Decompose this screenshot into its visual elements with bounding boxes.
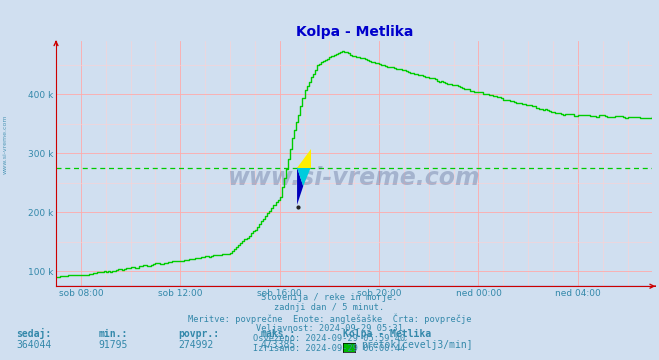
- Text: sedaj:: sedaj:: [16, 328, 51, 339]
- Text: min.:: min.:: [99, 329, 129, 339]
- Polygon shape: [297, 168, 303, 205]
- Text: www.si-vreme.com: www.si-vreme.com: [228, 166, 480, 190]
- Text: www.si-vreme.com: www.si-vreme.com: [3, 114, 8, 174]
- Text: zadnji dan / 5 minut.: zadnji dan / 5 minut.: [274, 303, 385, 312]
- Text: 274992: 274992: [178, 340, 213, 350]
- Text: maks.:: maks.:: [260, 329, 295, 339]
- Text: povpr.:: povpr.:: [178, 329, 219, 339]
- Text: Izrisano: 2024-09-29 06:00:44: Izrisano: 2024-09-29 06:00:44: [253, 344, 406, 353]
- Polygon shape: [297, 149, 311, 168]
- Text: Veljavnost: 2024-09-29 05:31: Veljavnost: 2024-09-29 05:31: [256, 324, 403, 333]
- Polygon shape: [297, 168, 311, 186]
- Text: Osveženo: 2024-09-29 05:59:40: Osveženo: 2024-09-29 05:59:40: [253, 334, 406, 343]
- Text: Slovenija / reke in morje.: Slovenija / reke in morje.: [261, 293, 398, 302]
- Text: Kolpa - Metlika: Kolpa - Metlika: [343, 329, 431, 339]
- Text: Meritve: povprečne  Enote: anglešaške  Črta: povprečje: Meritve: povprečne Enote: anglešaške Črt…: [188, 314, 471, 324]
- Text: 364044: 364044: [16, 340, 51, 350]
- Text: 91795: 91795: [99, 340, 129, 350]
- Text: pretok[čevelj3/min]: pretok[čevelj3/min]: [361, 339, 473, 350]
- Text: 473385: 473385: [260, 340, 295, 350]
- Title: Kolpa - Metlika: Kolpa - Metlika: [295, 25, 413, 39]
